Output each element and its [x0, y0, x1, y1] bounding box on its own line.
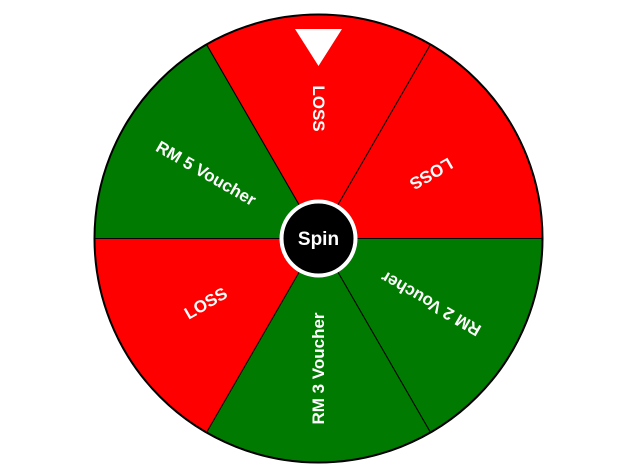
- spin-button-label[interactable]: Spin: [298, 229, 339, 250]
- spin-button[interactable]: Spin: [279, 199, 358, 278]
- spin-button-circle[interactable]: [279, 199, 358, 278]
- wheel-rim: [93, 13, 544, 464]
- wheel-segment-label: LOSS: [309, 85, 328, 131]
- wheel-segment-label: RM 3 Voucher: [309, 312, 328, 424]
- pointer-triangle-icon: [295, 29, 342, 66]
